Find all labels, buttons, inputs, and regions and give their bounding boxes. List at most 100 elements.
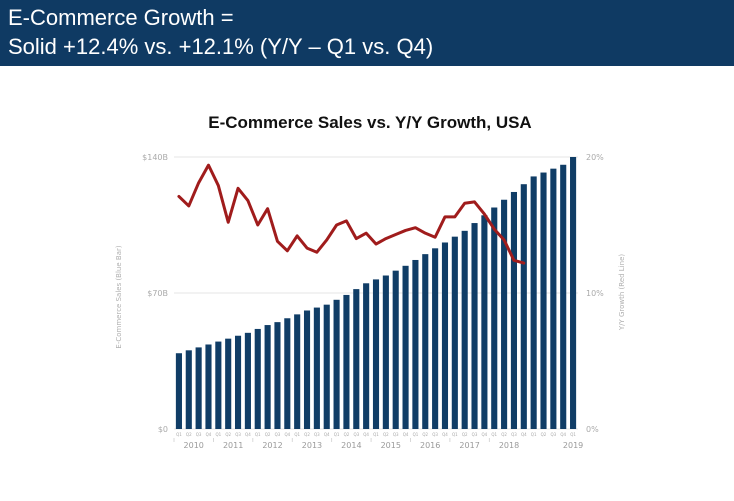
year-tick-label: 2016 — [420, 441, 440, 450]
sales-bar — [550, 168, 557, 429]
sales-bar — [225, 338, 232, 429]
sales-bar — [343, 294, 350, 429]
sales-bar — [560, 164, 567, 429]
sales-bar — [382, 275, 389, 429]
year-tick-label: 2017 — [459, 441, 479, 450]
quarter-tick-label: Q3 — [432, 432, 438, 437]
sales-bar — [185, 350, 192, 429]
sales-bar — [333, 299, 340, 429]
quarter-tick-label: Q2 — [462, 432, 468, 437]
quarter-tick-label: Q1 — [531, 432, 537, 437]
quarter-tick-label: Q1 — [294, 432, 300, 437]
quarter-tick-label: Q3 — [511, 432, 517, 437]
year-tick-label: 2012 — [262, 441, 282, 450]
quarter-ticks: Q1 Q2 Q3 Q4 Q1 Q2 Q3 Q4 Q1 Q2 Q3 Q4 Q1 Q2 Q3 Q4 Q1 Q2 Q3 Q4… — [176, 432, 576, 437]
growth-line — [177, 163, 526, 265]
quarter-tick-label: Q1 — [176, 432, 182, 437]
sales-bar — [372, 279, 380, 429]
sales-bar — [481, 215, 488, 429]
sales-bar — [412, 259, 419, 429]
sales-bar — [195, 347, 202, 429]
quarter-tick-label: Q3 — [551, 432, 557, 437]
sales-bar — [432, 248, 439, 429]
left-y-tick-label: $70B — [147, 289, 168, 298]
quarter-tick-label: Q4 — [245, 432, 251, 437]
right-axis-label: Y/Y Growth (Red Line) — [618, 254, 626, 332]
right-y-ticks: 0% 10% 20% — [586, 153, 604, 434]
sales-bar — [491, 207, 498, 429]
sales-bar — [471, 223, 478, 429]
quarter-tick-label: Q1 — [334, 432, 340, 437]
quarter-tick-label: Q1 — [570, 432, 576, 437]
quarter-tick-label: Q3 — [353, 432, 359, 437]
quarter-tick-label: Q1 — [373, 432, 379, 437]
sales-bar — [422, 254, 429, 429]
sales-bar — [313, 307, 320, 429]
quarter-tick-label: Q4 — [363, 432, 369, 437]
sales-bar — [392, 270, 399, 429]
quarter-tick-label: Q2 — [501, 432, 507, 437]
header-title-line-2: Solid +12.4% vs. +12.1% (Y/Y – Q1 vs. Q4… — [8, 34, 434, 59]
quarter-tick-label: Q4 — [324, 432, 330, 437]
right-y-tick-label: 10% — [586, 289, 604, 298]
sales-bar — [244, 332, 251, 429]
quarter-tick-label: Q3 — [275, 432, 281, 437]
quarter-tick-label: Q2 — [225, 432, 231, 437]
sales-bar — [501, 199, 508, 429]
year-tick-label: 2018 — [499, 441, 519, 450]
sales-bar — [461, 230, 468, 429]
sales-bar — [254, 328, 261, 429]
sales-bar — [510, 191, 518, 429]
left-y-ticks: $0 $70B $140B — [142, 153, 168, 434]
quarter-tick-label: Q4 — [560, 432, 566, 437]
quarter-tick-label: Q4 — [521, 432, 527, 437]
quarter-tick-label: Q2 — [186, 432, 192, 437]
year-tick-label: 2010 — [184, 441, 204, 450]
sales-bar — [303, 310, 311, 429]
sales-bar — [363, 283, 370, 429]
quarter-tick-label: Q1 — [452, 432, 458, 437]
year-tick-label: 2015 — [381, 441, 401, 450]
left-y-tick-label: $140B — [142, 153, 168, 162]
sales-bar — [234, 335, 242, 429]
sales-bar — [570, 157, 577, 429]
year-tick-label: 2014 — [341, 441, 361, 450]
sales-bar — [274, 322, 281, 429]
quarter-tick-label: Q1 — [413, 432, 419, 437]
quarter-tick-label: Q2 — [344, 432, 350, 437]
quarter-tick-label: Q1 — [215, 432, 221, 437]
sales-bar — [520, 184, 527, 429]
sales-bars — [175, 157, 577, 430]
year-tick-label: 2019 — [563, 441, 583, 450]
left-y-tick-label: $0 — [158, 425, 168, 434]
quarter-tick-label: Q3 — [393, 432, 399, 437]
sales-bar — [175, 353, 182, 429]
quarter-tick-label: Q1 — [255, 432, 261, 437]
header-title-line-1: E-Commerce Growth = — [8, 5, 234, 30]
sales-bar — [402, 265, 409, 429]
quarter-tick-label: Q4 — [482, 432, 488, 437]
year-tick-label: 2013 — [302, 441, 322, 450]
right-y-tick-label: 0% — [586, 425, 599, 434]
quarter-tick-label: Q1 — [491, 432, 497, 437]
sales-bar — [284, 318, 291, 429]
left-axis-label: E-Commerce Sales (Blue Bar) — [115, 245, 123, 348]
sales-bar — [215, 341, 222, 429]
sales-bar — [530, 176, 537, 429]
quarter-tick-label: Q2 — [422, 432, 428, 437]
year-tick-label: 2011 — [223, 441, 243, 450]
quarter-tick-label: Q2 — [383, 432, 389, 437]
quarter-tick-label: Q3 — [196, 432, 202, 437]
sales-bar — [323, 304, 330, 429]
header-banner: E-Commerce Growth = Solid +12.4% vs. +12… — [0, 0, 734, 66]
quarter-tick-label: Q4 — [442, 432, 448, 437]
quarter-tick-label: Q4 — [403, 432, 409, 437]
sales-bar — [205, 344, 212, 429]
growth-line-group — [177, 163, 526, 265]
sales-bar — [294, 314, 301, 429]
quarter-tick-label: Q3 — [472, 432, 478, 437]
sales-bar — [441, 242, 449, 429]
quarter-tick-label: Q3 — [235, 432, 241, 437]
quarter-tick-label: Q2 — [304, 432, 310, 437]
